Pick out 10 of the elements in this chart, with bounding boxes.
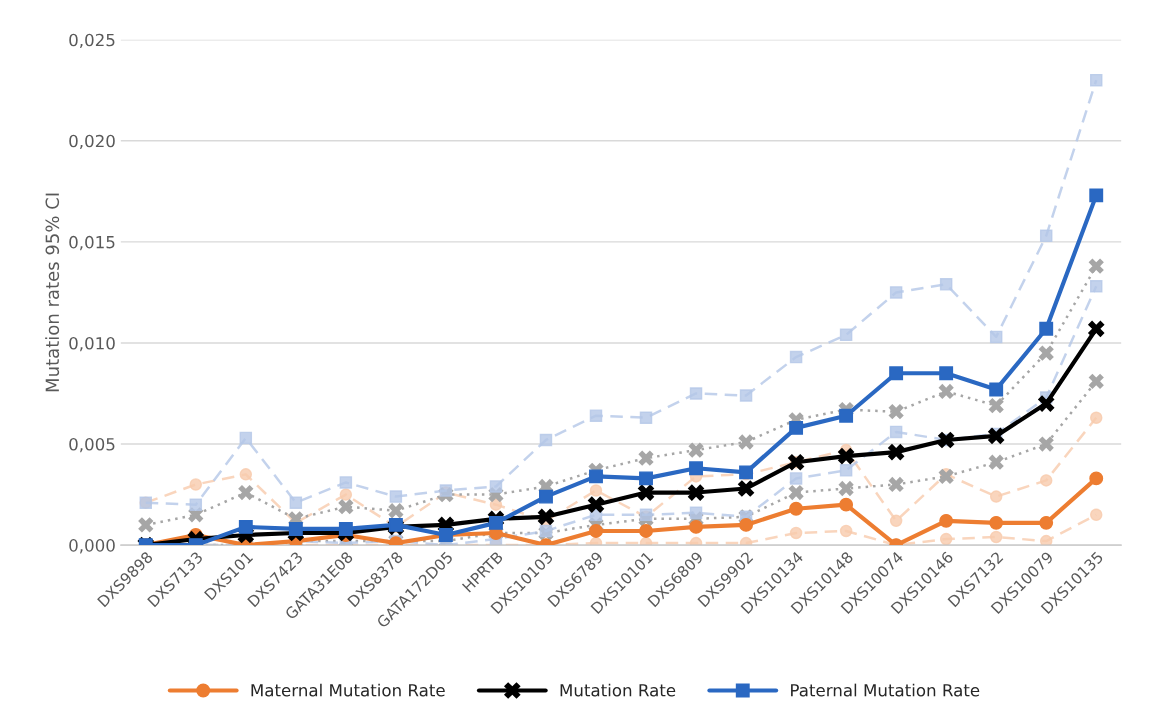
y-tick-label: 0,025: [69, 33, 115, 48]
legend-label: Paternal Mutation Rate: [791, 683, 980, 697]
legend-label: Mutation Rate: [560, 683, 676, 697]
y-axis-title: Mutation rates 95% CI: [45, 193, 60, 392]
legend-label: Maternal Mutation Rate: [251, 683, 445, 697]
y-tick-label: 0,010: [69, 336, 115, 352]
y-tick-label: 0,015: [69, 235, 115, 251]
y-tick-label: 0,020: [69, 134, 115, 150]
y-tick-label: 0,000: [69, 539, 115, 554]
y-tick-label: 0,005: [69, 437, 115, 453]
